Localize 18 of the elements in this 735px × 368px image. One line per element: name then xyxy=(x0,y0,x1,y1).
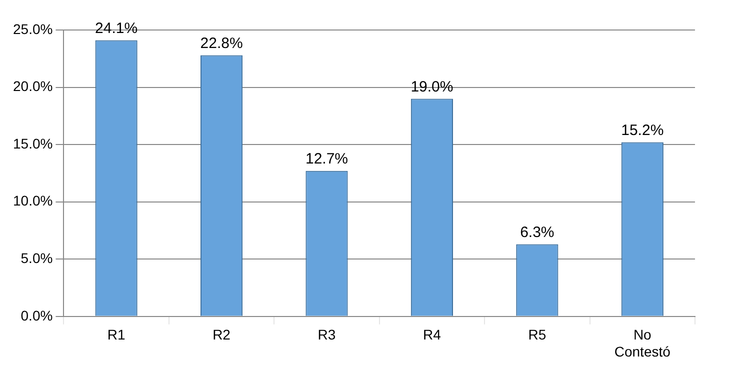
data-label: 22.8% xyxy=(200,34,243,52)
data-label: 12.7% xyxy=(305,150,348,168)
x-tick-label: R3 xyxy=(318,326,336,343)
y-tick-label: 0.0% xyxy=(20,307,53,324)
data-label: 15.2% xyxy=(621,122,664,139)
data-label: 6.3% xyxy=(520,224,554,241)
x-tick-label: R4 xyxy=(423,326,442,343)
y-tick-label: 5.0% xyxy=(20,250,53,266)
y-tick-label: 10.0% xyxy=(12,192,53,209)
x-tick-label: R2 xyxy=(212,326,231,343)
x-tick-label: R5 xyxy=(528,326,546,343)
x-tick-label: R1 xyxy=(107,326,126,343)
data-label: 24.1% xyxy=(95,20,138,37)
y-tick-label: 15.0% xyxy=(12,135,53,152)
data-label: 19.0% xyxy=(410,78,454,96)
y-tick-label: 25.0% xyxy=(12,20,53,37)
y-tick-label: 20.0% xyxy=(12,78,53,94)
x-tick-label: No Contestó xyxy=(614,326,671,360)
